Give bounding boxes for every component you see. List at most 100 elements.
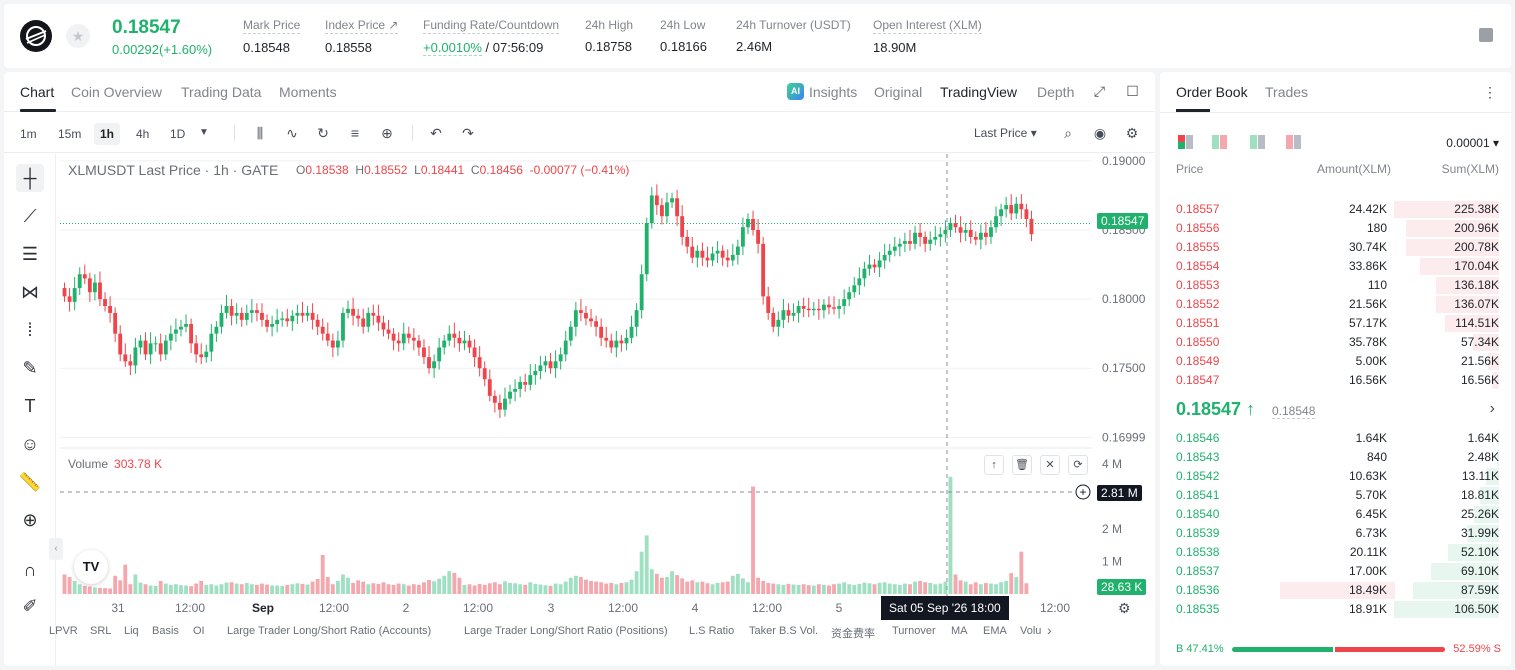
redo-icon[interactable]: ↷ [462, 125, 474, 141]
ruler-tool-icon[interactable]: 📏 [18, 472, 42, 492]
bid-row[interactable]: 0.18543 840 2.48K [1160, 448, 1511, 467]
view-original[interactable]: Original [874, 84, 923, 100]
bid-row[interactable]: 0.18542 10.63K 13.11K [1160, 467, 1511, 486]
ask-row[interactable]: 0.18553 110 136.18K [1160, 276, 1511, 295]
view-depth[interactable]: Depth [1037, 84, 1075, 100]
ask-row[interactable]: 0.18556 180 200.96K [1160, 219, 1511, 238]
stat-label[interactable]: Mark Price [243, 18, 301, 34]
view-asks-only-icon[interactable] [1286, 135, 1301, 149]
tab-trades[interactable]: Trades [1265, 84, 1309, 100]
brush-tool-icon[interactable]: ✎ [22, 358, 38, 378]
bid-row[interactable]: 0.18536 18.49K 87.59K [1160, 581, 1511, 600]
scroll-right-icon[interactable]: › [1047, 622, 1052, 638]
emoji-tool-icon[interactable]: ☺ [20, 434, 40, 454]
interval-1d[interactable]: 1D [170, 127, 186, 141]
tab-moments[interactable]: Moments [279, 84, 337, 100]
bid-row[interactable]: 0.18538 20.11K 52.10K [1160, 543, 1511, 562]
move-up-icon[interactable]: ↑ [984, 455, 1004, 475]
maximize-pane-icon[interactable]: ⟳ [1068, 455, 1088, 475]
collapse-pane-icon[interactable]: ✕ [1040, 455, 1060, 475]
add-indicator-icon[interactable]: ⊕ [381, 125, 393, 141]
camera-icon[interactable]: ◉ [1093, 125, 1107, 141]
text-tool-icon[interactable]: T [24, 396, 36, 416]
tab-trading-data[interactable]: Trading Data [181, 84, 262, 100]
window-icon[interactable]: ☐ [1126, 83, 1139, 99]
delete-icon[interactable]: 🗑 [1012, 455, 1032, 475]
replay-icon[interactable]: ↻ [317, 125, 329, 141]
price-type-select[interactable]: Last Price ▾ [974, 126, 1037, 140]
indicator-toggle[interactable]: Liq [124, 625, 139, 637]
indicator-toggle[interactable]: Large Trader Long/Short Ratio (Positions… [464, 625, 668, 637]
candles-icon[interactable]: ⫼ [256, 125, 264, 141]
crosshair-tool-icon[interactable]: ┼ [16, 164, 44, 192]
indicator-toggle[interactable]: Turnover [892, 625, 936, 637]
bid-row[interactable]: 0.18535 18.91K 106.50K [1160, 600, 1511, 619]
tab-coin-overview[interactable]: Coin Overview [71, 84, 163, 100]
tab-chart[interactable]: Chart [20, 84, 55, 100]
ask-row[interactable]: 0.18550 35.78K 57.34K [1160, 333, 1511, 352]
stat-label[interactable]: Open Interest (XLM) [873, 18, 982, 34]
indicator-toggle[interactable]: Taker B.S Vol. [749, 625, 819, 637]
fullscreen-icon[interactable]: ⤢ [1093, 83, 1106, 99]
view-asks-icon[interactable] [1250, 135, 1265, 149]
tradingview-logo[interactable]: TV [74, 550, 108, 584]
zoom-tool-icon[interactable]: ⊕ [22, 510, 38, 530]
indicator-toggle[interactable]: 资金费率 [831, 628, 875, 640]
stat-label[interactable]: Funding Rate/Countdown [423, 18, 560, 34]
parallel-lines-tool-icon[interactable]: ☰ [21, 244, 39, 264]
fib-tool-icon[interactable]: ⁞ [27, 320, 33, 340]
indicator-toggle[interactable]: L.S Ratio [689, 625, 735, 637]
bid-row[interactable]: 0.18539 6.73K 31.99K [1160, 524, 1511, 543]
guide-book-icon[interactable] [1479, 28, 1493, 42]
precision-select[interactable]: 0.00001 ▾ [1446, 136, 1499, 150]
ask-row[interactable]: 0.18547 16.56K 16.56K [1160, 371, 1511, 390]
stat-label[interactable]: Index Price ↗ [325, 18, 399, 34]
view-insights[interactable]: Insights [809, 84, 858, 100]
search-icon[interactable]: ⌕ [1064, 125, 1072, 141]
undo-icon[interactable]: ↶ [430, 125, 442, 141]
indicator-toggle[interactable]: Volu [1020, 625, 1042, 637]
bid-row[interactable]: 0.18540 6.45K 25.26K [1160, 505, 1511, 524]
bid-row[interactable]: 0.18541 5.70K 18.81K [1160, 486, 1511, 505]
ask-row[interactable]: 0.18554 33.86K 170.04K [1160, 257, 1511, 276]
magnet-tool-icon[interactable]: ∩ [23, 560, 37, 580]
ask-row[interactable]: 0.18552 21.56K 136.07K [1160, 295, 1511, 314]
interval-4h[interactable]: 4h [136, 127, 150, 141]
ask-row[interactable]: 0.18555 30.74K 200.78K [1160, 238, 1511, 257]
ask-row[interactable]: 0.18551 57.17K 114.51K [1160, 314, 1511, 333]
indicator-toggle[interactable]: Basis [152, 625, 179, 637]
interval-dropdown-icon[interactable]: ▼ [199, 127, 209, 138]
mid-mark-price[interactable]: 0.18548 [1272, 404, 1316, 419]
templates-icon[interactable]: ≡ [350, 125, 360, 141]
chevron-right-icon[interactable]: › [1489, 400, 1495, 417]
pencil-lock-tool-icon[interactable]: ✐ [22, 596, 38, 616]
interval-1h[interactable]: 1h [94, 123, 121, 145]
volume-bar [624, 582, 629, 594]
view-bids-icon[interactable] [1212, 135, 1227, 149]
pattern-tool-icon[interactable]: ⋈ [21, 282, 39, 302]
bid-row[interactable]: 0.18537 17.00K 69.10K [1160, 562, 1511, 581]
indicator-toggle[interactable]: Large Trader Long/Short Ratio (Accounts) [227, 625, 432, 637]
indicator-toggle[interactable]: MA [951, 625, 968, 637]
indicator-toggle[interactable]: LPVR [49, 625, 78, 637]
interval-1m[interactable]: 1m [20, 127, 37, 141]
trend-line-tool-icon[interactable]: ⟋ [23, 206, 37, 226]
more-options-icon[interactable]: ⋮ [1483, 84, 1497, 100]
view-both-icon[interactable] [1178, 135, 1193, 149]
indicator-toggle[interactable]: SRL [90, 625, 112, 637]
ask-row[interactable]: 0.18549 5.00K 21.56K [1160, 352, 1511, 371]
indicator-toggle[interactable]: EMA [983, 625, 1007, 637]
favorite-star-icon[interactable]: ★ [66, 24, 90, 48]
collapse-sidebar-icon[interactable]: ‹ [49, 538, 63, 560]
interval-15m[interactable]: 15m [58, 127, 82, 141]
tab-order-book[interactable]: Order Book [1176, 84, 1248, 100]
indicator-toggle[interactable]: OI [193, 625, 205, 637]
view-tradingview[interactable]: TradingView [940, 84, 1018, 100]
bid-row[interactable]: 0.18546 1.64K 1.64K [1160, 429, 1511, 448]
funding-rate-value[interactable]: +0.0010% [423, 40, 482, 56]
indicators-icon[interactable]: ∿ [286, 125, 298, 141]
ask-row[interactable]: 0.18557 24.42K 225.38K [1160, 200, 1511, 219]
gear-icon[interactable]: ⚙ [1125, 125, 1139, 141]
time-axis-settings-icon[interactable]: ⚙ [1118, 600, 1131, 616]
